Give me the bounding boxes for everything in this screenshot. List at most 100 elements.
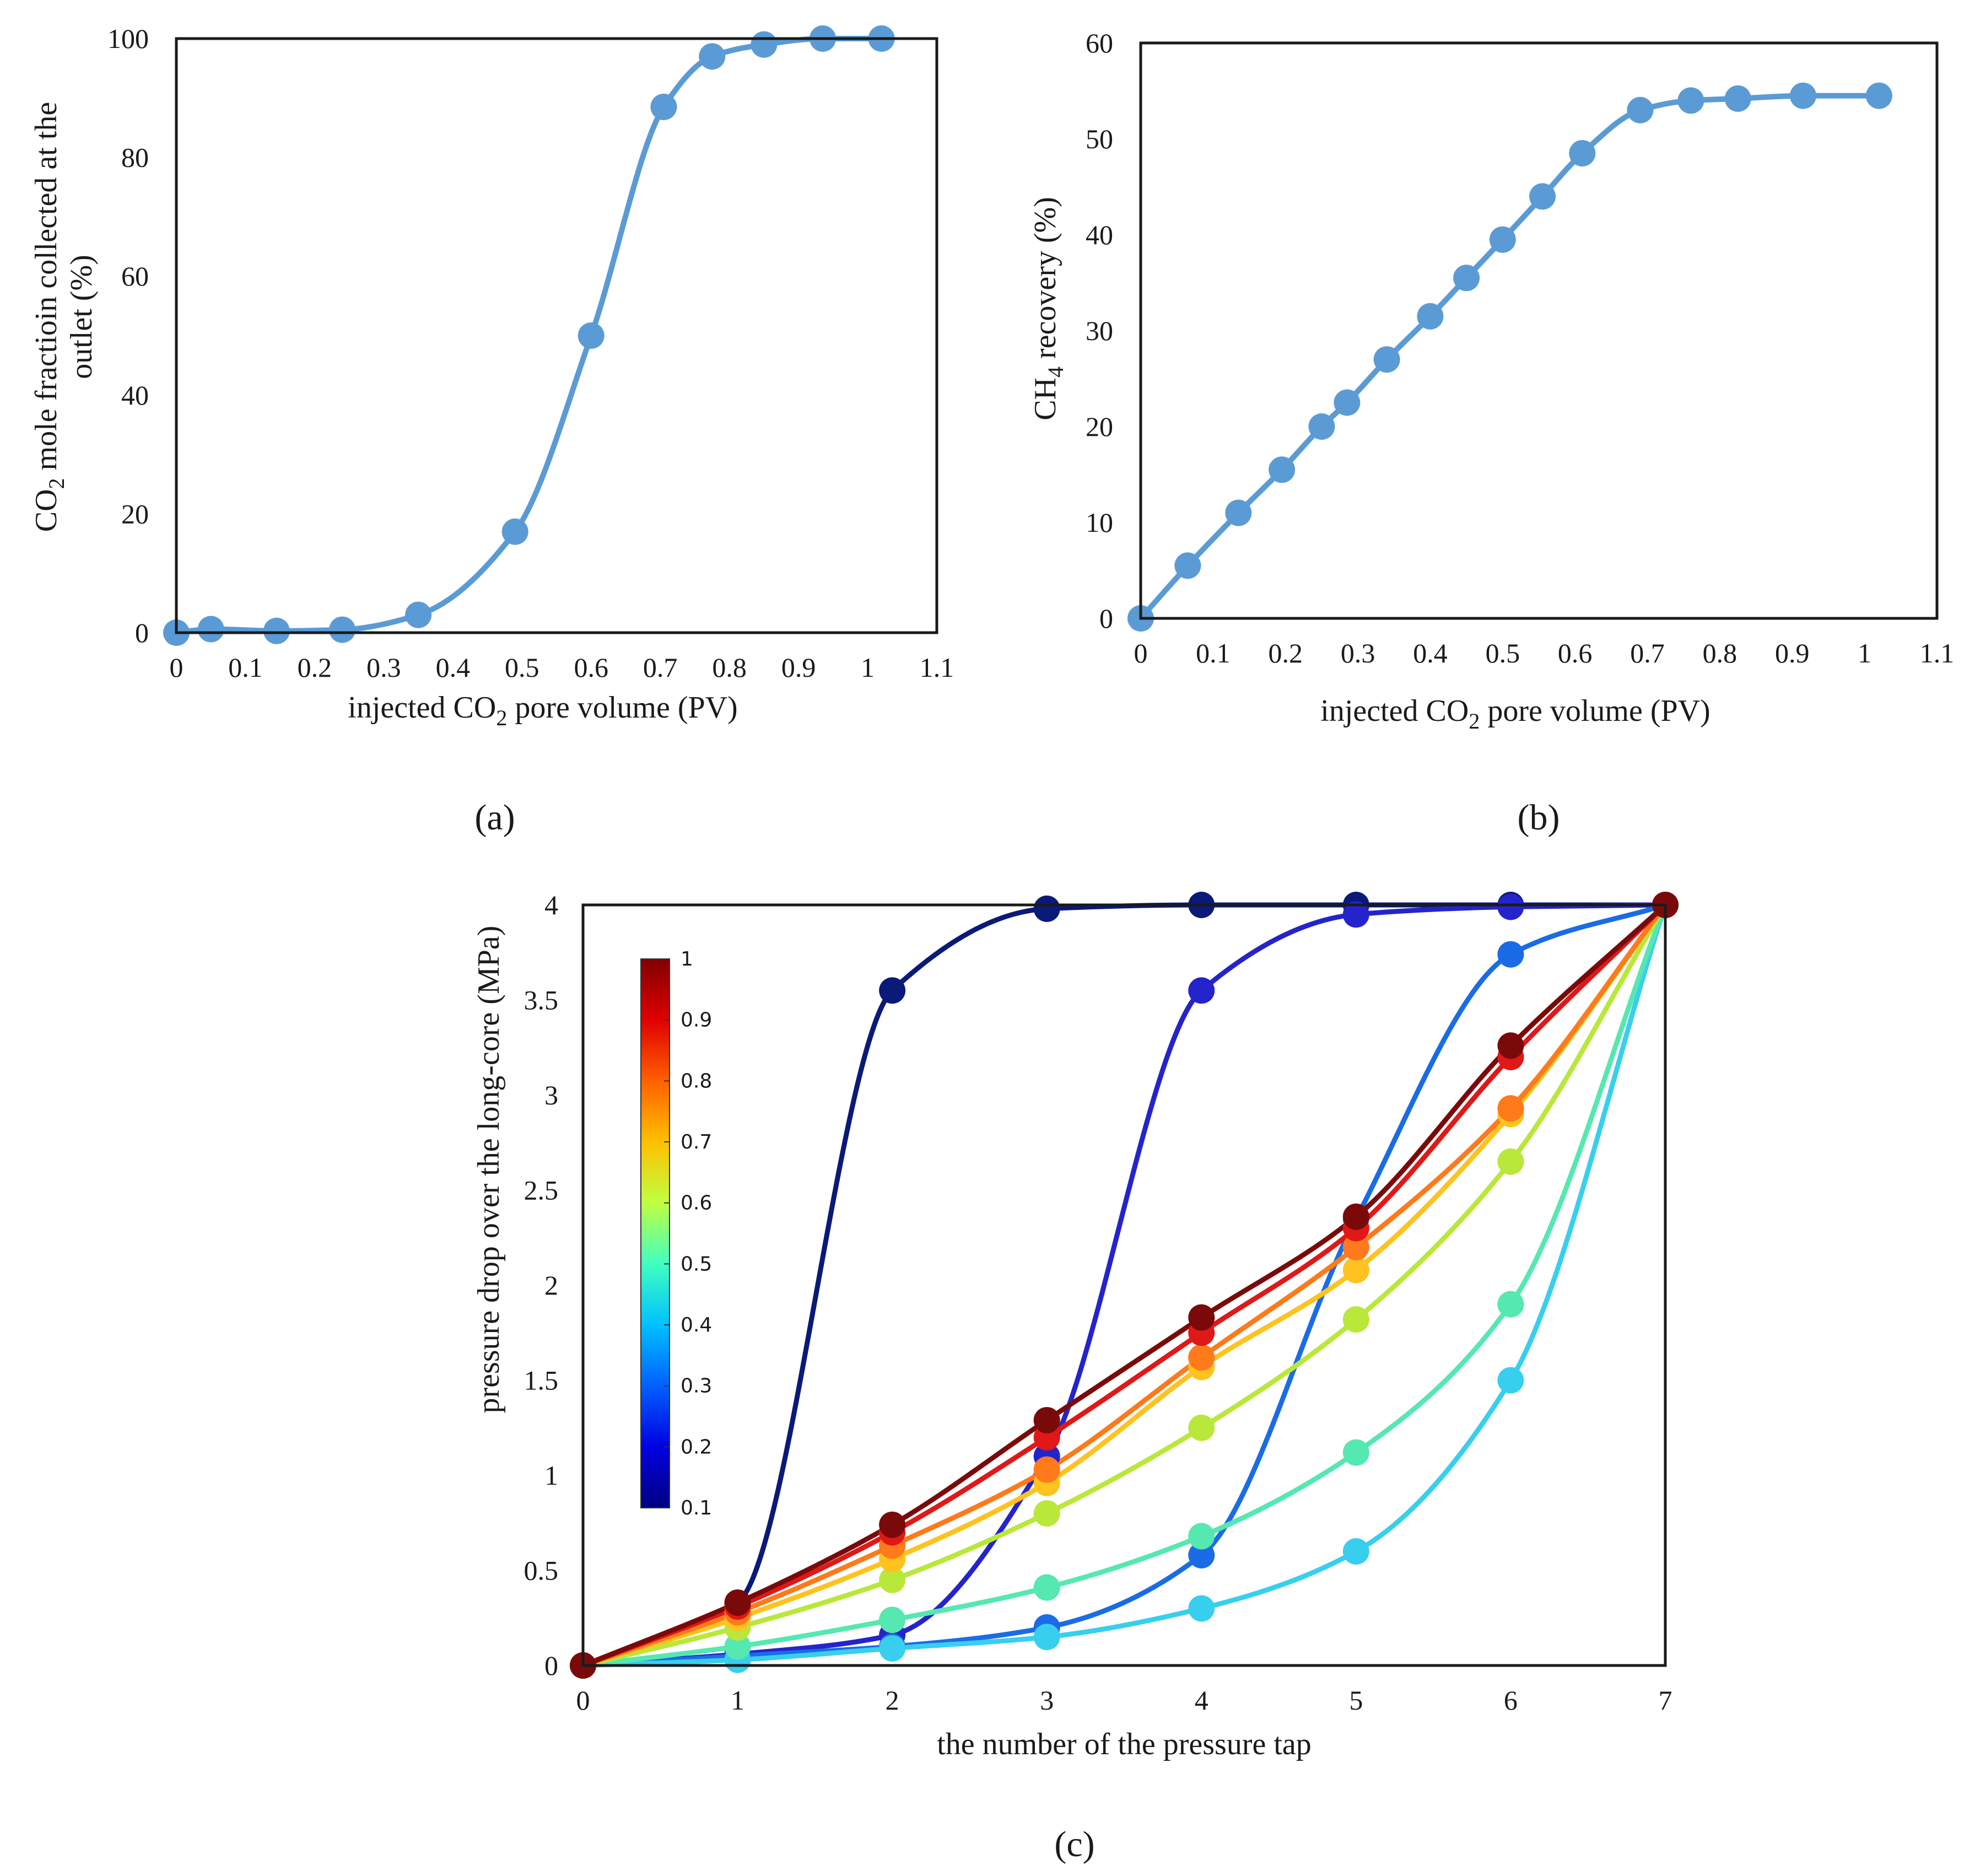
panel-label-a: (a) [474,797,515,838]
y-axis-label: pressure drop over the long-core (MPa) [472,926,506,1414]
x-axis-label: the number of the pressure tap [937,1727,1312,1761]
data-point [578,322,605,349]
x-tick-label: 0.3 [1341,638,1375,669]
data-point [1677,87,1704,114]
x-tick-label: 0.4 [436,652,471,683]
data-point [1033,1574,1060,1601]
plot-frame [581,903,1667,1667]
x-tick-label: 0.6 [574,652,608,683]
y-tick-label: 0 [1099,603,1113,634]
chart-b: 0 0.1 0.2 0.3 0.4 0.5 0.6 0.7 0.8 0.9 1 1.1 0 10 20 30… [1028,28,1954,838]
data-point [1497,1148,1524,1175]
data-point [1489,226,1516,253]
series-line [580,902,1668,1668]
data-point [1497,1291,1524,1318]
y-tick-label: 1 [544,1460,558,1491]
data-point [501,518,528,545]
series-line [580,902,1668,1668]
data-point [879,1511,906,1538]
y-tick-label: 4 [544,890,558,920]
x-tick-label: 0.5 [1486,638,1520,669]
y-tick-label: 60 [121,261,149,292]
plot-frame [1139,41,1939,620]
data-point [724,1589,751,1616]
y-tick-label: 0 [135,617,149,648]
data-point [1342,1538,1369,1565]
x-tick-label: 0.5 [505,652,539,683]
x-tick-label: 0.6 [1558,638,1593,669]
data-point [1188,1541,1215,1568]
data-point [1342,1257,1369,1284]
x-tick-label: 0.3 [366,652,401,683]
x-tick-label: 2 [886,1685,899,1716]
data-point [1453,265,1480,292]
y-axis-label: CH4 recovery (%) [1028,197,1068,421]
series-line [580,902,1668,1668]
series-line [580,902,1668,1668]
data-point [1865,82,1892,109]
y-tick-label: 80 [121,142,149,173]
x-tick-label: 1 [1858,638,1871,669]
y-tick-label: 0 [544,1650,558,1681]
data-point [1033,1500,1060,1527]
x-tick-label: 3 [1040,1685,1054,1716]
colorbar-tick-label: 0.1 [681,1497,712,1519]
data-point [405,601,432,628]
data-point [879,1607,906,1634]
data-point [1789,82,1816,109]
y-tick-label: 2.5 [524,1175,559,1206]
data-point [1342,1306,1369,1333]
data-point [650,93,677,120]
data-point [1188,977,1215,1004]
series-line [174,35,884,635]
y-tick-label: 1.5 [524,1365,559,1396]
data-point [751,31,778,58]
x-tick-label: 0.1 [1196,638,1231,669]
colorbar-tick-label: 0.4 [681,1314,712,1336]
data-point [1188,1304,1215,1331]
x-tick-label: 1 [731,1685,744,1716]
data-point [1627,96,1654,123]
y-tick-label: 3 [544,1080,558,1110]
y-tick-label: 60 [1086,28,1113,58]
x-tick-label: 1 [861,652,875,683]
data-point [879,977,906,1004]
x-tick-label: 1.1 [920,652,954,683]
y-tick-label: 100 [107,23,149,54]
y-tick-label: 40 [1086,219,1113,250]
x-tick-label: 0.2 [298,652,332,683]
colorbar-tick-label: 1 [681,948,693,971]
data-point [1033,1624,1060,1651]
x-tick-label: 0.9 [1775,638,1810,669]
y-tick-label: 40 [121,380,149,411]
chart-a: 0 0.1 0.2 0.3 0.4 0.5 0.6 0.7 0.8 0.9 1 1.1 0 20 40 60… [29,23,954,838]
y-tick-label: 20 [1086,411,1113,442]
x-tick-label: 0 [1134,638,1148,669]
data-point [1174,552,1201,579]
y-tick-label: 3.5 [524,985,559,1016]
data-point [1188,1344,1215,1371]
data-point [1033,1456,1060,1483]
x-tick-label: 0.9 [781,652,816,683]
data-point [1569,140,1596,167]
y-tick-label: 30 [1086,315,1113,346]
x-tick-label: 7 [1659,1685,1672,1716]
data-point [1342,1203,1369,1230]
data-point [1417,303,1444,330]
x-tick-label: 1.1 [1920,638,1955,669]
data-point [1497,1032,1524,1059]
series-line [580,902,1668,1668]
data-point [1724,85,1751,112]
colorbar: 0.1 0.2 0.3 0.4 0.5 0.6 0.7 0.8 0.9 1 [640,948,712,1519]
x-tick-label: 5 [1349,1685,1363,1716]
series-line [580,902,1668,1668]
data-point [1529,183,1556,210]
x-tick-label: 0.4 [1413,638,1448,669]
data-point [329,616,356,643]
data-point [1269,456,1296,483]
x-axis-label: injected CO2 pore volume (PV) [348,691,737,730]
data-point [1033,895,1060,922]
x-tick-label: 0.1 [228,652,263,683]
series-line [580,902,1668,1668]
y-tick-label: 20 [121,498,149,529]
